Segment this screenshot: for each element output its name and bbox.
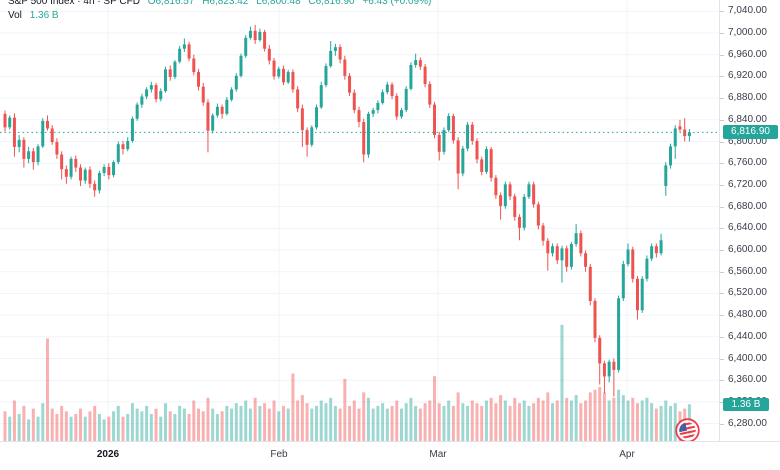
price-axis-label: 7,040.00 <box>728 5 767 17</box>
volume-indicator-label[interactable]: Vol <box>8 10 22 21</box>
price-axis-label: 6,280.00 <box>728 417 767 429</box>
price-axis-tick <box>720 206 724 208</box>
price-axis-label: 6,640.00 <box>728 222 767 234</box>
price-axis-tick <box>720 315 724 317</box>
time-axis-label[interactable]: 2026 <box>96 449 120 460</box>
price-axis-tick <box>720 184 724 186</box>
volume-indicator-row: Vol 1.36 B <box>8 10 431 22</box>
candlestick-chart[interactable] <box>0 0 719 441</box>
price-axis-tick <box>720 271 724 273</box>
current-volume-label: 1.36 B <box>723 398 769 412</box>
price-axis-label: 6,600.00 <box>728 244 767 255</box>
ohlc-low: L6,800.48 <box>256 0 301 7</box>
price-axis-tick <box>720 119 724 121</box>
price-axis[interactable]: 6,816.90 1.36 B 7,040.00 7,000.00 6,960.00… <box>719 0 780 441</box>
price-axis-label: 6,760.00 <box>728 157 767 169</box>
sp500-flag-logo-icon <box>675 418 700 441</box>
price-axis-label: 6,840.00 <box>728 113 767 125</box>
price-axis-label: 6,960.00 <box>728 48 767 60</box>
price-axis-label: 6,360.00 <box>728 374 767 386</box>
price-axis-tick <box>720 33 724 34</box>
ohlc-high: H6,823.42 <box>202 0 249 7</box>
price-axis-tick <box>720 54 724 56</box>
price-axis-tick <box>720 163 724 165</box>
price-axis-label: 6,680.00 <box>728 200 767 212</box>
price-axis-label: 6,720.00 <box>728 178 767 190</box>
price-axis-label: 6,440.00 <box>728 330 767 342</box>
price-axis-tick <box>720 141 724 143</box>
price-axis-tick <box>720 401 724 403</box>
price-axis-tick <box>720 293 724 295</box>
price-axis-tick <box>720 98 724 100</box>
ohlc-open: O6,816.57 <box>147 0 195 7</box>
chart-pane[interactable]: S&P 500 Index · 4h · SP CFD O6,816.57 H6… <box>0 0 719 441</box>
price-axis-label: 6,560.00 <box>728 265 767 277</box>
symbol-title[interactable]: S&P 500 Index · 4h · SP CFD <box>8 0 140 7</box>
price-axis-label: 6,520.00 <box>728 287 767 299</box>
time-axis-label[interactable]: Apr <box>619 449 635 460</box>
time-axis-label[interactable]: Mar <box>429 449 447 460</box>
price-axis-tick <box>720 358 724 360</box>
price-axis-tick <box>720 76 724 78</box>
price-axis-label: 6,880.00 <box>728 92 767 104</box>
price-axis-label: 7,000.00 <box>728 27 767 38</box>
time-axis-label[interactable]: Feb <box>270 449 288 460</box>
price-axis-label: 6,480.00 <box>728 309 767 321</box>
current-price-label: 6,816.90 <box>723 125 778 140</box>
price-axis-tick <box>720 423 724 425</box>
price-change: +6.43 (+0.09%) <box>362 0 432 7</box>
price-axis-label: 6,800.00 <box>728 135 767 147</box>
time-axis[interactable]: 2026 Feb Mar Apr <box>0 441 780 470</box>
legend-ohlc-row: S&P 500 Index · 4h · SP CFD O6,816.57 H6… <box>8 0 431 8</box>
volume-indicator-value: 1.36 B <box>29 10 59 21</box>
price-axis-tick <box>720 380 724 382</box>
legend: S&P 500 Index · 4h · SP CFD O6,816.57 H6… <box>8 0 431 22</box>
price-axis-tick <box>720 11 724 13</box>
price-axis-tick <box>720 250 724 251</box>
price-axis-label: 6,400.00 <box>728 352 767 364</box>
price-axis-tick <box>720 228 724 230</box>
ohlc-close: C6,816.90 <box>308 0 355 7</box>
price-axis-tick <box>720 336 724 338</box>
price-axis-label: 6,920.00 <box>728 70 767 82</box>
